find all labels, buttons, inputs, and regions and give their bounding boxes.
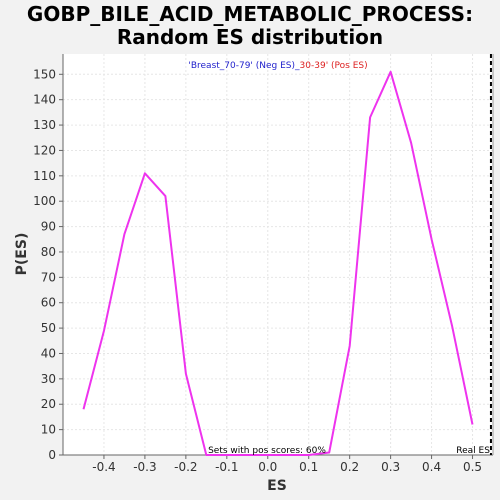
- pos-scores-annotation: Sets with pos scores: 60%: [208, 446, 326, 456]
- real-es-label: Real ES: [456, 446, 490, 456]
- y-tick-label: 30: [41, 372, 56, 386]
- y-tick-label: 20: [41, 397, 56, 411]
- chart-title-line1: GOBP_BILE_ACID_METABOLIC_PROCESS:: [26, 2, 474, 26]
- y-tick-label: 100: [33, 194, 56, 208]
- es-distribution-line: [82, 70, 474, 456]
- y-tick-label: 80: [41, 245, 56, 259]
- x-tick-label: -0.3: [133, 460, 156, 474]
- y-axis-label: P(ES): [14, 233, 30, 276]
- x-ticks: -0.4 -0.3 -0.2 -0.1 0.0 0.1 0.2 0.3 0.4 0.5: [92, 455, 482, 474]
- series-group: [82, 70, 474, 456]
- y-tick-label: 140: [33, 93, 56, 107]
- subtitle-separator: _: [294, 61, 300, 71]
- subtitle-neg: 'Breast_70-79' (Neg ES): [188, 61, 295, 71]
- y-tick-label: 150: [33, 67, 56, 81]
- x-tick-label: 0.3: [381, 460, 400, 474]
- x-axis-label: ES: [267, 478, 287, 494]
- chart-title-line2: Random ES distribution: [116, 25, 384, 49]
- x-tick-label: -0.4: [92, 460, 115, 474]
- y-tick-label: 60: [41, 296, 56, 310]
- x-tick-label: 0.2: [340, 460, 359, 474]
- x-tick-label: 0.5: [463, 460, 482, 474]
- x-tick-label: -0.1: [215, 460, 238, 474]
- grid-lines: [63, 54, 493, 456]
- x-tick-label: 0.0: [258, 460, 277, 474]
- y-tick-label: 120: [33, 143, 56, 157]
- y-tick-label: 70: [41, 270, 56, 284]
- x-tick-label: -0.2: [174, 460, 197, 474]
- y-tick-label: 10: [41, 423, 56, 437]
- y-tick-label: 130: [33, 118, 56, 132]
- y-tick-label: 0: [48, 448, 56, 462]
- y-tick-label: 90: [41, 220, 56, 234]
- x-tick-label: 0.4: [422, 460, 441, 474]
- chart-subtitle: 'Breast_70-79' (Neg ES)_30-39' (Pos ES): [188, 61, 367, 71]
- y-ticks: 0 10 20 30 40 50 60 70 80 90 100 110 120 130 140 150: [33, 67, 63, 462]
- y-tick-label: 50: [41, 321, 56, 335]
- y-tick-label: 110: [33, 169, 56, 183]
- subtitle-pos: 30-39' (Pos ES): [300, 61, 368, 71]
- x-tick-label: 0.1: [299, 460, 318, 474]
- y-tick-label: 40: [41, 346, 56, 360]
- plot-area: [63, 54, 493, 455]
